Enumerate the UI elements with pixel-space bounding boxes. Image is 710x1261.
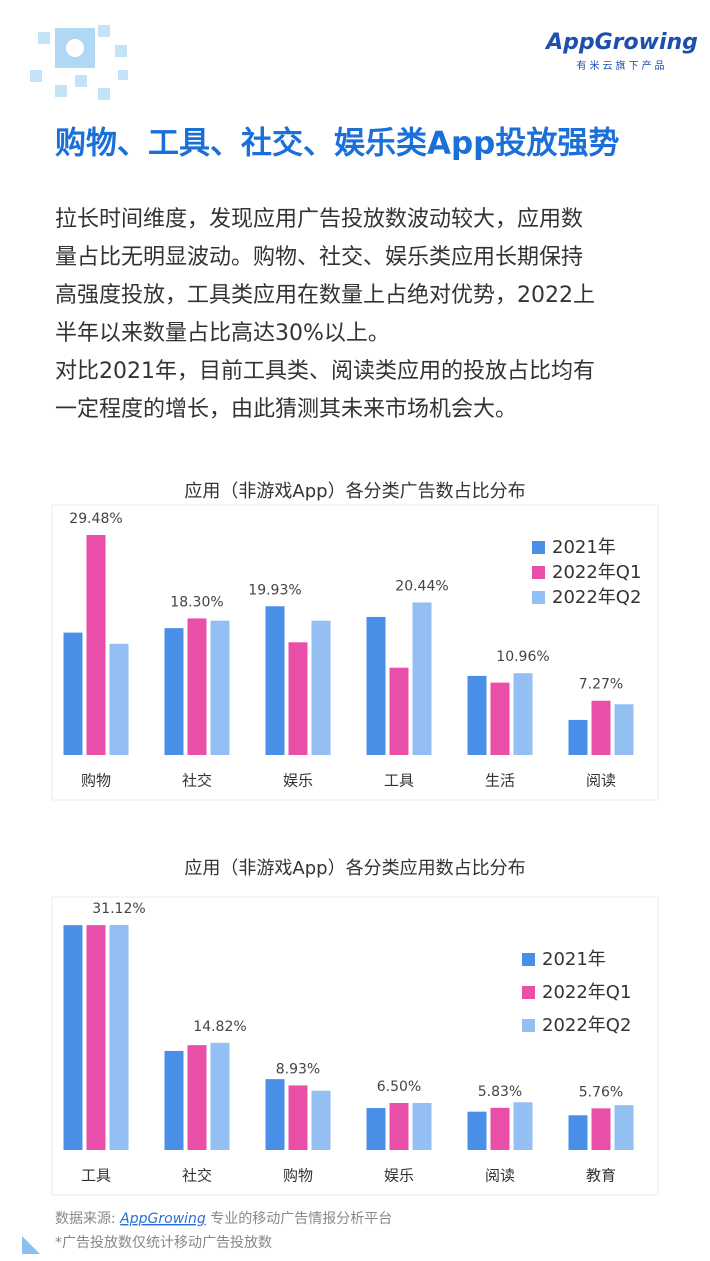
footnote: *广告投放数仅统计移动广告投放数 (55, 1235, 272, 1251)
bar (265, 606, 285, 755)
legend-swatch (522, 953, 535, 966)
logo: AppGrowing (544, 30, 698, 55)
bar (490, 682, 510, 755)
x-tick-label: 社交 (182, 772, 212, 790)
legend-swatch (532, 566, 545, 579)
bar (614, 704, 634, 755)
bar (568, 1115, 588, 1150)
bar (513, 1102, 533, 1150)
value-label: 10.96% (496, 649, 549, 665)
chart-title: 应用（非游戏App）各分类应用数占比分布 (184, 858, 525, 879)
bar (187, 618, 207, 755)
bar (412, 602, 432, 755)
x-tick-label: 购物 (283, 1167, 313, 1185)
value-label: 29.48% (69, 511, 122, 527)
bar (63, 632, 83, 755)
legend-swatch (532, 541, 545, 554)
value-label: 5.76% (579, 1084, 623, 1100)
bar (109, 643, 129, 755)
source: 数据来源: AppGrowing 专业的移动广告情报分析平台 (55, 1211, 392, 1227)
bar (513, 673, 533, 755)
bar (490, 1107, 510, 1150)
bar (591, 700, 611, 755)
body-line: 高强度投放，工具类应用在数量上占绝对优势，2022上 (55, 283, 595, 308)
body-line: 量占比无明显波动。购物、社交、娱乐类应用长期保持 (55, 245, 583, 270)
bar (210, 620, 230, 755)
bar (288, 1085, 308, 1150)
bar (86, 925, 106, 1150)
bar (164, 1050, 184, 1150)
corner-decoration (22, 1236, 40, 1254)
x-tick-label: 社交 (182, 1167, 212, 1185)
x-tick-label: 阅读 (485, 1167, 515, 1185)
cube-decoration (30, 25, 128, 100)
x-tick-label: 阅读 (586, 772, 616, 790)
bar (109, 925, 129, 1150)
bar (366, 616, 386, 755)
legend-swatch (522, 1019, 535, 1032)
value-label: 7.27% (579, 677, 623, 693)
x-tick-label: 娱乐 (384, 1167, 414, 1185)
value-label: 18.30% (170, 594, 223, 610)
bar (591, 1108, 611, 1150)
logo-sub: 有米云旗下产品 (577, 59, 668, 72)
body-line: 拉长时间维度，发现应用广告投放数波动较大，应用数 (55, 207, 583, 232)
value-label: 6.50% (377, 1079, 421, 1095)
bar (311, 1090, 331, 1150)
x-tick-label: 工具 (384, 772, 414, 790)
source-prefix: 数据来源: (55, 1211, 120, 1227)
bar (288, 642, 308, 755)
value-label: 5.83% (478, 1084, 522, 1100)
x-tick-label: 娱乐 (283, 772, 313, 790)
source-link[interactable]: AppGrowing (119, 1211, 206, 1227)
legend-label: 2021年 (542, 949, 606, 970)
bar (389, 667, 409, 755)
chart-frame (51, 896, 659, 1196)
bar (187, 1045, 207, 1150)
x-tick-label: 工具 (81, 1167, 111, 1185)
bar (366, 1108, 386, 1150)
bar (265, 1079, 285, 1150)
legend-label: 2022年Q2 (542, 1015, 631, 1036)
body-line: 半年以来数量占比高达30%以上。 (55, 321, 390, 346)
chart-frame (51, 504, 659, 801)
value-label: 31.12% (92, 901, 145, 917)
x-tick-label: 购物 (81, 772, 111, 790)
legend-swatch (532, 591, 545, 604)
bar (86, 535, 106, 755)
bar (164, 628, 184, 755)
x-tick-label: 生活 (485, 772, 515, 790)
legend-label: 2021年 (552, 537, 616, 558)
page-title: 购物、工具、社交、娱乐类App投放强势 (55, 126, 619, 162)
legend-label: 2022年Q2 (552, 587, 641, 608)
bar (63, 925, 83, 1150)
x-tick-label: 教育 (586, 1167, 616, 1185)
bar (614, 1105, 634, 1150)
bar (467, 675, 487, 755)
legend-swatch (522, 986, 535, 999)
bar (210, 1042, 230, 1150)
chart-title: 应用（非游戏App）各分类广告数占比分布 (184, 481, 525, 502)
bar (412, 1103, 432, 1150)
legend-label: 2022年Q1 (542, 982, 631, 1003)
legend-label: 2022年Q1 (552, 562, 641, 583)
body-line: 一定程度的增长，由此猜测其未来市场机会大。 (55, 397, 517, 422)
body-line: 对比2021年，目前工具类、阅读类应用的投放占比均有 (55, 359, 595, 384)
value-label: 8.93% (276, 1061, 320, 1077)
value-label: 19.93% (248, 582, 301, 598)
value-label: 20.44% (395, 578, 448, 594)
bar (467, 1111, 487, 1150)
source-suffix: 专业的移动广告情报分析平台 (206, 1211, 392, 1227)
bar (311, 620, 331, 755)
bar (389, 1103, 409, 1150)
bar (568, 719, 588, 755)
value-label: 14.82% (193, 1019, 246, 1035)
